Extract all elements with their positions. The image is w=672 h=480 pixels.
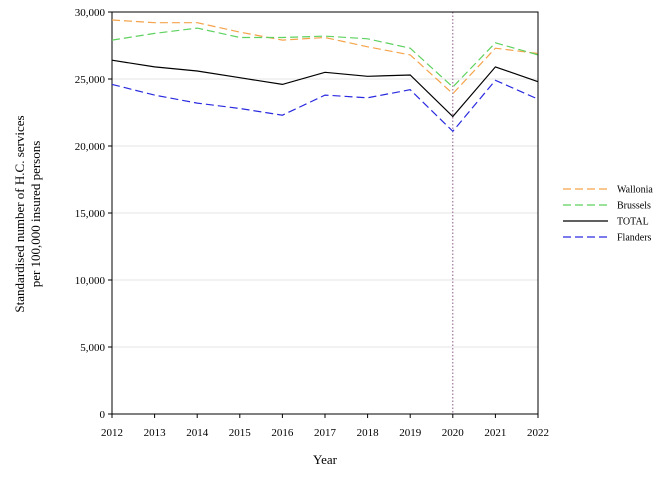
- legend-label-total: TOTAL: [617, 217, 649, 228]
- series-line-total: [111, 59, 539, 118]
- x-tick-label-6: 2018: [357, 427, 380, 439]
- series-line-flanders: [111, 79, 539, 133]
- x-axis: 2012 2013 2014 2015 2016 2017 2018 2019 2020 2021…: [101, 414, 549, 439]
- y-tick-label-2: 10,000: [75, 275, 106, 287]
- y-tick-label-6: 30,000: [75, 7, 106, 19]
- x-tick-label-8: 2020: [442, 427, 465, 439]
- x-tick-label-7: 2019: [399, 427, 422, 439]
- series-line-brussels: [111, 27, 539, 88]
- x-tick-label-0: 2012: [101, 427, 123, 439]
- legend: Wallonia Brussels TOTAL Flanders: [563, 185, 653, 244]
- x-axis-title: Year: [313, 452, 338, 467]
- gridlines: [112, 11, 538, 348]
- y-tick-label-1: 5,000: [80, 342, 105, 354]
- legend-label-wallonia: Wallonia: [617, 185, 653, 196]
- x-tick-label-9: 2021: [484, 427, 506, 439]
- x-tick-label-4: 2016: [271, 427, 294, 439]
- y-tick-label-0: 0: [100, 409, 106, 421]
- legend-label-flanders: Flanders: [617, 233, 652, 244]
- y-tick-label-4: 20,000: [75, 141, 106, 153]
- legend-label-brussels: Brussels: [617, 201, 651, 212]
- x-tick-label-2: 2014: [186, 427, 209, 439]
- x-tick-label-1: 2013: [144, 427, 167, 439]
- x-tick-label-10: 2022: [527, 427, 549, 439]
- series-lines: [111, 19, 539, 133]
- y-tick-label-3: 15,000: [75, 208, 106, 220]
- y-axis-title-line-1: Standardised number of H.C. services: [12, 115, 27, 312]
- x-tick-label-3: 2015: [229, 427, 252, 439]
- y-tick-label-5: 25,000: [75, 74, 106, 86]
- y-axis-title-line-2: per 100,000 insured persons: [28, 141, 43, 288]
- x-tick-label-5: 2017: [314, 427, 337, 439]
- y-axis-title: Standardised number of H.C. services per…: [12, 115, 43, 312]
- y-axis: 0 5,000 10,000 15,000 20,000 25,000 30,000: [75, 7, 112, 421]
